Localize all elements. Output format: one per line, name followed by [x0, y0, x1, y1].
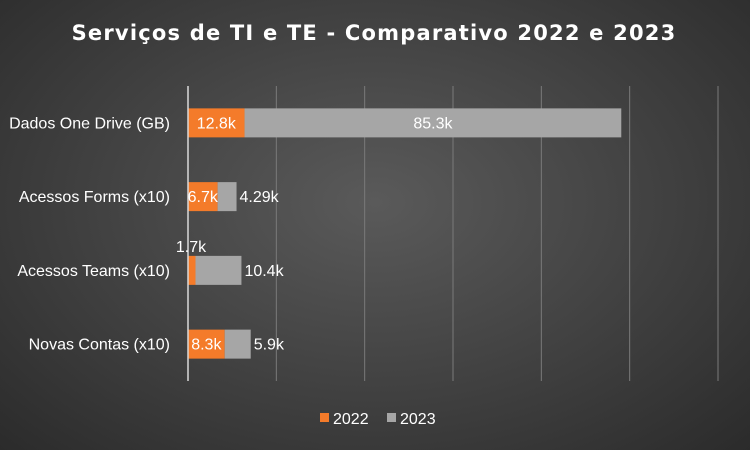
- bar-2022-3: [188, 329, 225, 359]
- bar-2022-1: [188, 182, 218, 212]
- legend: 2022 2023: [320, 411, 436, 428]
- category-label: Novas Contas (x10): [29, 337, 170, 354]
- data-label-2022-3: 8.3k: [191, 337, 222, 354]
- legend-label-2022: 2022: [333, 411, 369, 428]
- data-label-2022-2: 1.7k: [176, 239, 207, 256]
- data-labels: 12.8k 85.3k 6.7k 4.29k 1.7k 10.4k 8.3k 5.9k: [176, 115, 454, 353]
- data-label-2023-3: 5.9k: [254, 337, 285, 354]
- category-label: Acessos Forms (x10): [19, 189, 170, 206]
- chart-title: Serviços de TI e TE - Comparativo 2022 e…: [72, 21, 677, 45]
- legend-label-2023: 2023: [400, 411, 436, 428]
- category-label: Dados One Drive (GB): [9, 115, 170, 132]
- bar-2023-2: [195, 255, 242, 285]
- data-label-2023-2: 10.4k: [244, 263, 284, 280]
- legend-swatch-2023: [387, 413, 396, 422]
- data-label-2023-0: 85.3k: [413, 115, 453, 132]
- category-label: Acessos Teams (x10): [17, 263, 170, 280]
- bar-2023-3: [224, 329, 251, 359]
- data-label-2022-0: 12.8k: [197, 115, 237, 132]
- data-label-2023-1: 4.29k: [240, 189, 280, 206]
- category-labels: Dados One Drive (GB) Acessos Forms (x10) A…: [9, 115, 170, 353]
- bar-2023-1: [217, 182, 237, 212]
- data-label-2022-1: 6.7k: [188, 189, 219, 206]
- legend-swatch-2022: [320, 413, 329, 422]
- bars: [188, 108, 622, 359]
- bar-2023-0: [244, 108, 622, 138]
- bar-2022-2: [188, 255, 196, 285]
- bar-2022-0: [188, 108, 245, 138]
